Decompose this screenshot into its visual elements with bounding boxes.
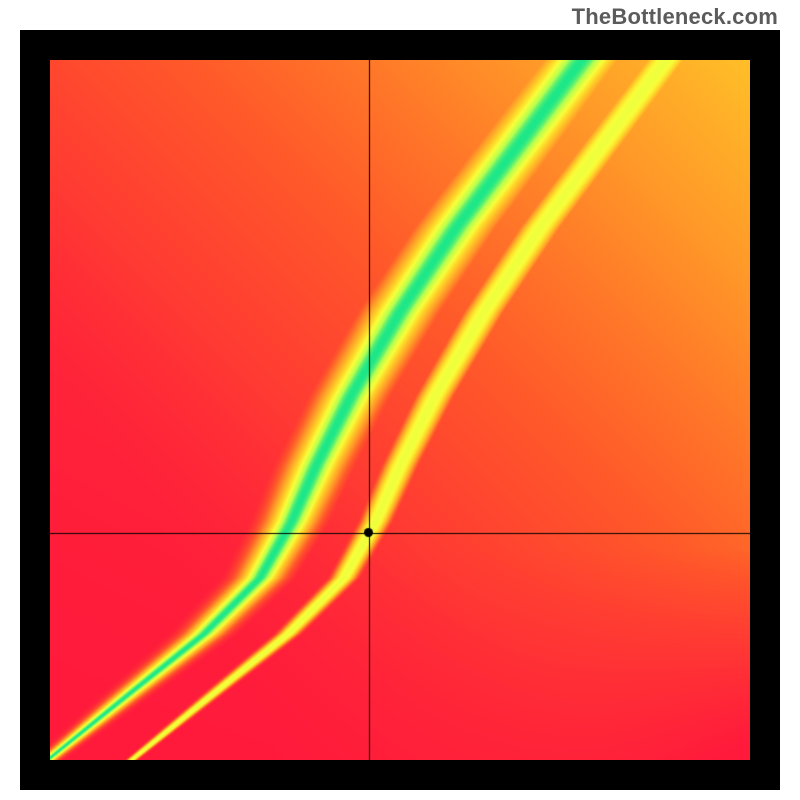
heatmap-canvas: [50, 60, 750, 760]
plot-frame: [20, 30, 780, 790]
watermark-text: TheBottleneck.com: [572, 4, 778, 30]
root: TheBottleneck.com: [0, 0, 800, 800]
